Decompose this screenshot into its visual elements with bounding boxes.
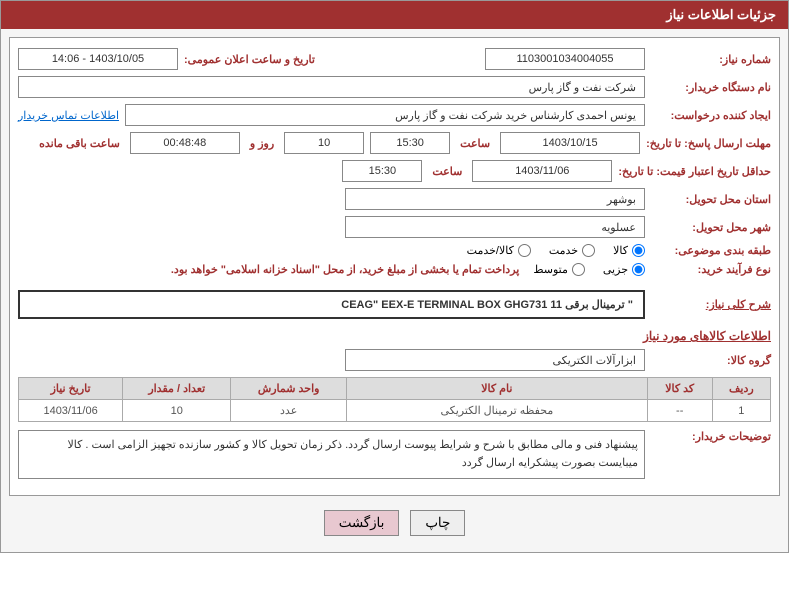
validity-time: 15:30	[342, 160, 422, 182]
group-label: گروه کالا:	[651, 354, 771, 367]
buyer-org-label: نام دستگاه خریدار:	[651, 81, 771, 94]
desc-label: شرح کلی نیاز:	[651, 298, 771, 311]
time-label-1: ساعت	[460, 137, 490, 150]
cell-qty: 10	[123, 400, 231, 422]
need-number-value: 1103001034004055	[485, 48, 645, 70]
back-button[interactable]: بازگشت	[324, 510, 400, 536]
goods-section-title: اطلاعات کالاهای مورد نیاز	[18, 329, 771, 343]
group-value: ابزارآلات الکتریکی	[345, 349, 645, 371]
cell-name: محفظه ترمینال الکتریکی	[346, 400, 647, 422]
remaining-label: ساعت باقی مانده	[39, 137, 120, 150]
requester-value: یونس احمدی کارشناس خرید شرکت نفت و گاز پ…	[125, 104, 645, 126]
deadline-date: 1403/10/15	[500, 132, 640, 154]
main-panel: شماره نیاز: 1103001034004055 تاریخ و ساع…	[9, 37, 780, 496]
radio-service[interactable]: خدمت	[549, 244, 595, 257]
city-value: عسلویه	[345, 216, 645, 238]
radio-both-label: کالا/خدمت	[467, 244, 514, 257]
validity-date: 1403/11/06	[472, 160, 612, 182]
radio-service-label: خدمت	[549, 244, 578, 257]
contact-link[interactable]: اطلاعات تماس خریدار	[18, 109, 119, 122]
countdown-value: 00:48:48	[130, 132, 240, 154]
process-label: نوع فرآیند خرید:	[651, 263, 771, 276]
panel-header: جزئیات اطلاعات نیاز	[1, 1, 788, 29]
cell-unit: عدد	[231, 400, 347, 422]
requester-label: ایجاد کننده درخواست:	[651, 109, 771, 122]
announce-label: تاریخ و ساعت اعلان عمومی:	[184, 53, 315, 66]
cell-code: --	[647, 400, 712, 422]
buyer-notes-value: پیشنهاد فنی و مالی مطابق با شرح و شرایط …	[18, 430, 645, 479]
announce-value: 1403/10/05 - 14:06	[18, 48, 178, 70]
buyer-notes-label: توضیحات خریدار:	[651, 430, 771, 443]
province-label: استان محل تحویل:	[651, 193, 771, 206]
need-number-label: شماره نیاز:	[651, 53, 771, 66]
th-qty: تعداد / مقدار	[123, 378, 231, 400]
radio-medium-label: متوسط	[533, 263, 568, 276]
time-label-2: ساعت	[432, 165, 462, 178]
deadline-label: مهلت ارسال پاسخ: تا تاریخ:	[646, 137, 771, 150]
province-value: بوشهر	[345, 188, 645, 210]
table-row: 1 -- محفظه ترمینال الکتریکی عدد 10 1403/…	[19, 400, 771, 422]
radio-partial-label: جزیی	[603, 263, 628, 276]
th-date: تاریخ نیاز	[19, 378, 123, 400]
th-unit: واحد شمارش	[231, 378, 347, 400]
days-label: روز و	[250, 137, 274, 150]
th-code: کد کالا	[647, 378, 712, 400]
category-label: طبقه بندی موضوعی:	[651, 244, 771, 257]
goods-table: ردیف کد کالا نام کالا واحد شمارش تعداد /…	[18, 377, 771, 422]
cell-row: 1	[712, 400, 770, 422]
radio-goods[interactable]: کالا	[613, 244, 645, 257]
th-name: نام کالا	[346, 378, 647, 400]
payment-note: پرداخت تمام یا بخشی از مبلغ خرید، از محل…	[171, 263, 519, 276]
days-value: 10	[284, 132, 364, 154]
radio-medium[interactable]: متوسط	[533, 263, 585, 276]
cell-date: 1403/11/06	[19, 400, 123, 422]
city-label: شهر محل تحویل:	[651, 221, 771, 234]
radio-both[interactable]: کالا/خدمت	[467, 244, 531, 257]
desc-value: " ترمینال برقی CEAG" EEX-E TERMINAL BOX …	[18, 290, 645, 319]
deadline-time: 15:30	[370, 132, 450, 154]
th-row: ردیف	[712, 378, 770, 400]
radio-partial[interactable]: جزیی	[603, 263, 645, 276]
buyer-org-value: شرکت نفت و گاز پارس	[18, 76, 645, 98]
radio-goods-label: کالا	[613, 244, 628, 257]
validity-label: حداقل تاریخ اعتبار قیمت: تا تاریخ:	[618, 165, 771, 178]
print-button[interactable]: چاپ	[410, 510, 465, 536]
